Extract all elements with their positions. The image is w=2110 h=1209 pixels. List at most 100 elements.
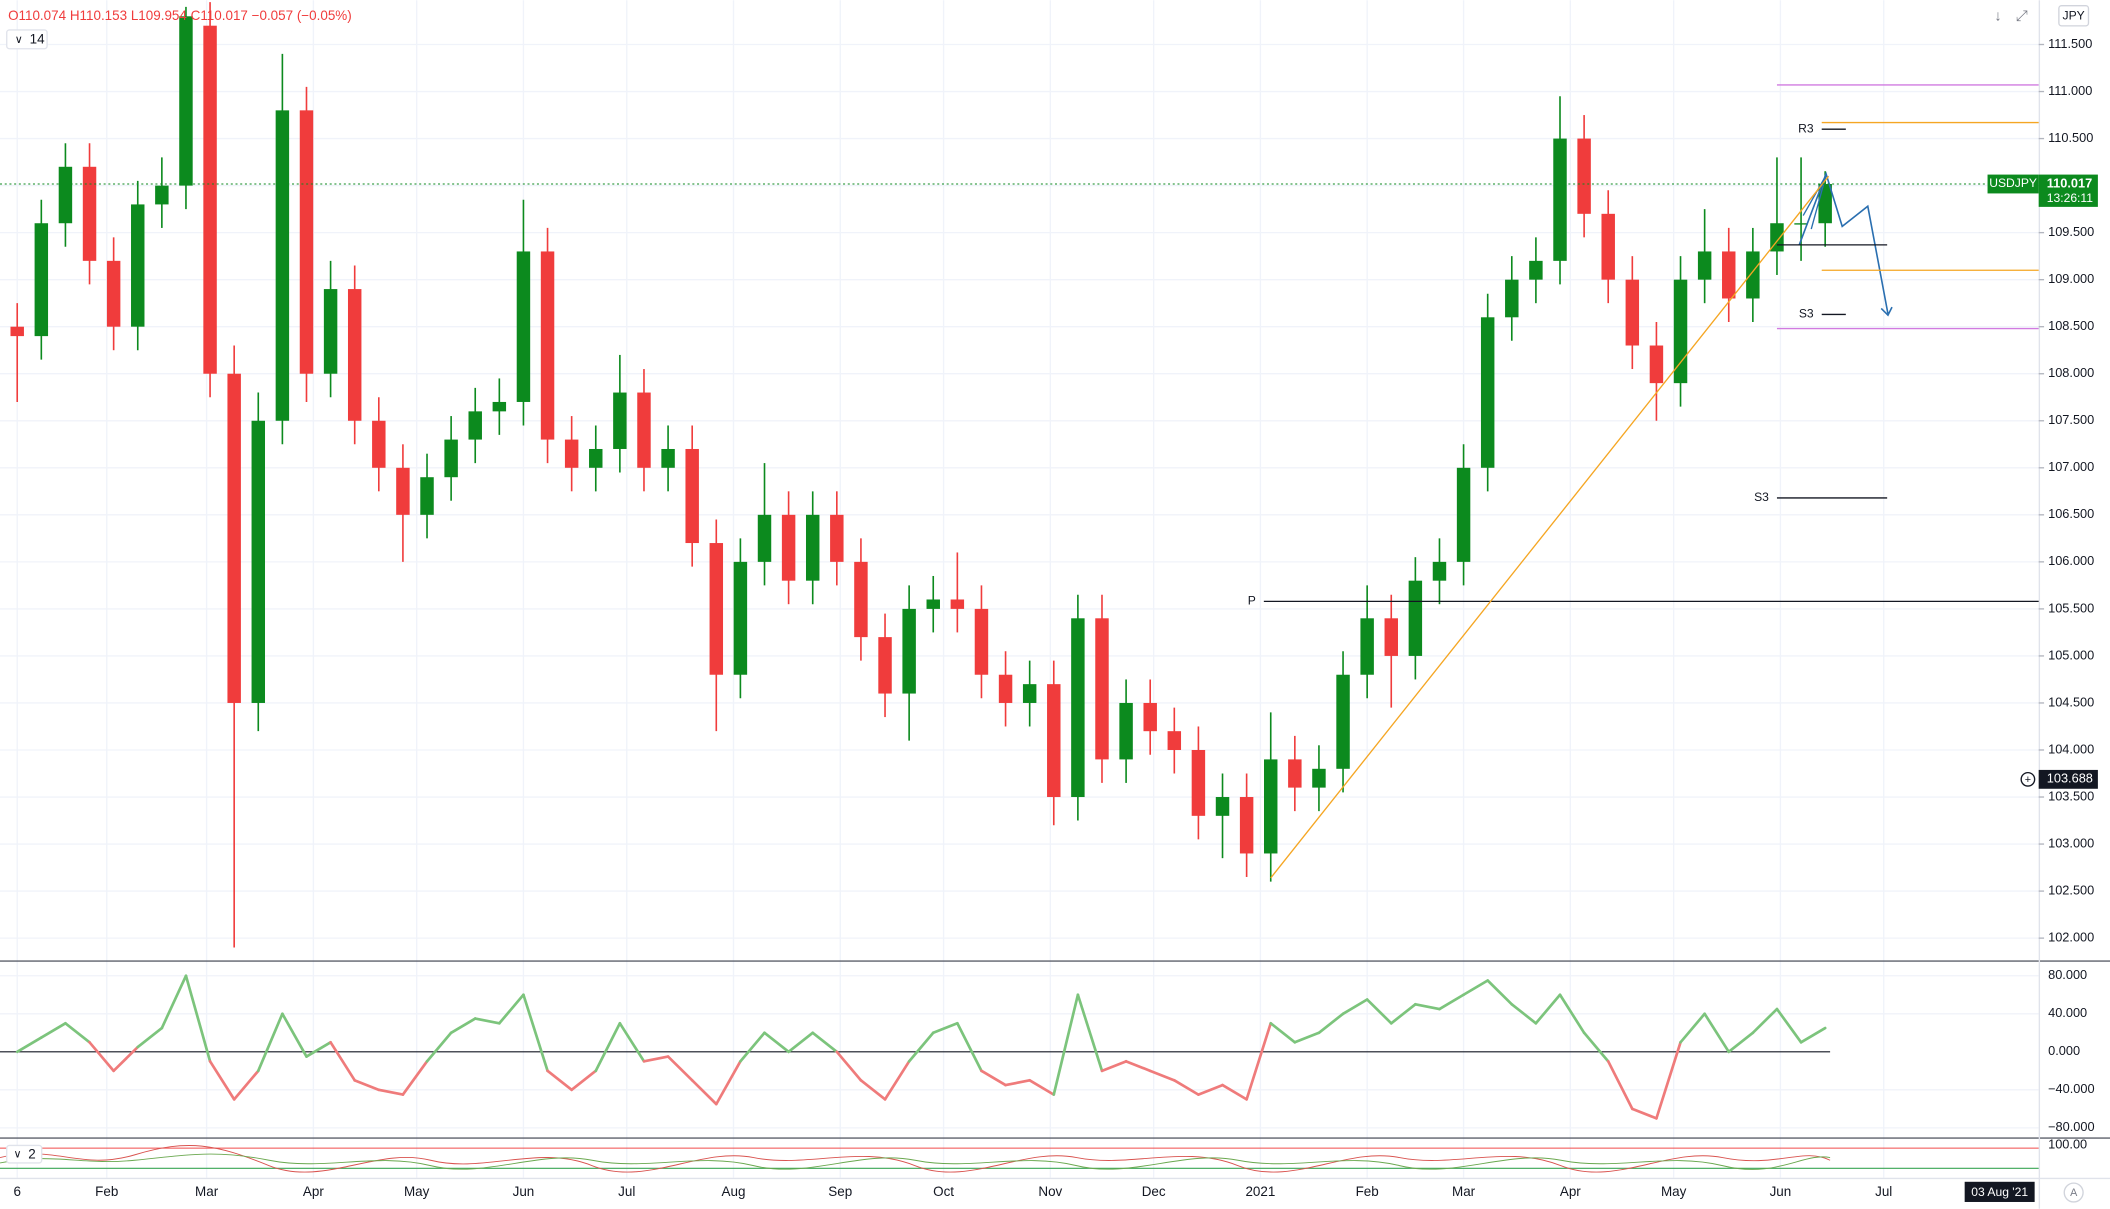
osc-line-segment: [353, 1078, 381, 1092]
osc-line-segment: [594, 1021, 622, 1073]
osc-line-segment: [883, 1059, 911, 1101]
osc-line-segment: [1004, 1078, 1032, 1087]
candle-body: [1360, 618, 1374, 675]
pivot-label: P: [1248, 594, 1256, 608]
osc-line-segment: [1703, 1012, 1731, 1054]
osc-line-segment: [811, 1031, 839, 1054]
plot: [10, 2, 1832, 1120]
candle-body: [444, 439, 458, 478]
osc-line-segment: [1365, 998, 1393, 1025]
x-tick-label: Mar: [195, 1184, 219, 1199]
candle-body: [492, 401, 507, 412]
expand-icon[interactable]: ⤢: [2016, 8, 2029, 24]
candle-body: [1649, 345, 1664, 384]
osc-line-segment: [1534, 993, 1562, 1025]
osc-line-segment: [136, 1026, 164, 1049]
price-tag: [2038, 174, 2098, 207]
candle-body: [299, 110, 314, 374]
osc-line-segment: [1269, 1021, 1297, 1044]
x-tick-label: Oct: [933, 1184, 954, 1199]
indicator-param: 2: [28, 1146, 35, 1161]
x-tick-label: Mar: [1452, 1184, 1476, 1199]
candle-body: [589, 448, 603, 468]
x-tick-label: Dec: [1142, 1184, 1166, 1199]
x-tick-label: May: [404, 1184, 430, 1199]
indicator-badge[interactable]: [6, 1144, 43, 1164]
stoch-d: [0, 1153, 1831, 1170]
osc-line-segment: [232, 1069, 260, 1101]
stoch-tick-label: 100.00: [2048, 1137, 2087, 1152]
projection-path: [1798, 171, 1889, 314]
candle-body: [902, 608, 916, 694]
osc-line-segment: [1486, 979, 1514, 1006]
osc-line-segment: [401, 1059, 429, 1096]
pivot-label: S3: [1799, 307, 1814, 321]
osc-line-segment: [1197, 1083, 1224, 1096]
candle-body: [323, 289, 338, 374]
x-tick-label: Jul: [618, 1184, 635, 1199]
candle-body: [468, 411, 482, 440]
osc-line-segment: [1124, 1059, 1152, 1073]
osc-line-segment: [618, 1021, 646, 1063]
candle-body: [1697, 251, 1712, 280]
currency-box[interactable]: [2058, 5, 2090, 27]
candle-body: [926, 599, 940, 609]
y-tick-label: 104.500: [2048, 694, 2094, 709]
osc-line-segment: [666, 1055, 694, 1082]
y-tick-label: 109.500: [2048, 224, 2094, 239]
collapse-icon: ∨: [13, 1149, 21, 1161]
candle-body: [516, 251, 531, 402]
x-tick-label: Jun: [513, 1184, 535, 1199]
candle-body: [347, 289, 362, 421]
candle-body: [58, 166, 73, 224]
candle-body: [1601, 213, 1615, 280]
osc-tick-label: 0.000: [2048, 1043, 2080, 1058]
candle-body: [540, 251, 555, 440]
candle-body: [661, 448, 675, 468]
crosshair-date-label: 03 Aug '21: [1971, 1185, 2028, 1199]
auto-scale-label: A: [2070, 1187, 2078, 1199]
candle-body: [1191, 749, 1206, 816]
osc-line-segment: [377, 1088, 405, 1096]
osc-line-segment: [425, 1031, 453, 1063]
x-tick-label: May: [1661, 1184, 1687, 1199]
x-tick-label: Nov: [1038, 1184, 1062, 1199]
y-tick-label: 109.000: [2048, 271, 2094, 286]
osc-line-segment: [980, 1069, 1007, 1087]
y-tick-label: 107.000: [2048, 459, 2094, 474]
candle-body: [1818, 184, 1832, 224]
auto-scale-button[interactable]: [2063, 1182, 2084, 1203]
candle-body: [372, 420, 386, 468]
osc-line-segment: [329, 1040, 357, 1082]
candle-body: [227, 373, 241, 703]
download-icon[interactable]: ↓: [1994, 8, 2001, 24]
candle-body: [1047, 684, 1061, 798]
x-tick-label: 6: [13, 1184, 20, 1199]
osc-line-segment: [1558, 993, 1586, 1035]
osc-line-segment: [281, 1012, 308, 1058]
candle-body: [564, 439, 579, 468]
x-tick-label: Apr: [1560, 1184, 1581, 1199]
osc-line-segment: [1221, 1083, 1248, 1101]
osc-line-segment: [931, 1021, 959, 1035]
osc-line-segment: [907, 1031, 935, 1063]
osc-line-segment: [39, 1021, 67, 1039]
pivot-label: R3: [1798, 121, 1814, 135]
candle-body: [1143, 702, 1157, 732]
osc-tick-label: 80.000: [2048, 967, 2087, 982]
ohlc-readout: O110.074 H110.153 L109.954 C110.017 −0.0…: [8, 8, 352, 23]
osc-line-segment: [160, 974, 188, 1030]
indicator-badge[interactable]: [6, 29, 48, 50]
candle-body: [203, 25, 217, 374]
candle-body: [950, 599, 965, 609]
candle-body: [1336, 674, 1350, 769]
candle-body: [1505, 279, 1519, 318]
candle-body: [131, 204, 145, 327]
osc-tick-label: −80.000: [2048, 1119, 2094, 1134]
candle-body: [830, 514, 844, 562]
candle-body: [106, 260, 121, 327]
grid: [0, 0, 2039, 1178]
osc-line-segment: [1341, 998, 1369, 1016]
y-tick-label: 102.000: [2048, 929, 2094, 944]
